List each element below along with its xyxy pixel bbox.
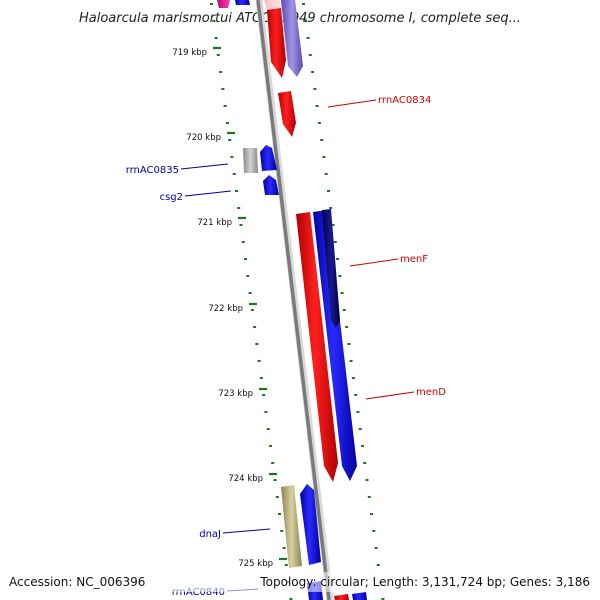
map-title: Haloarcula marismortui ATCC 43049 chromo… <box>79 11 521 26</box>
forward-strand-features <box>264 0 367 600</box>
gene-arrow[interactable] <box>334 594 349 600</box>
gene-label-dnaJ[interactable]: dnaJ <box>199 529 221 540</box>
gene-arrow[interactable] <box>322 209 340 328</box>
gene-label-menF[interactable]: menF <box>400 254 428 265</box>
ruler-tick-marks <box>210 3 385 600</box>
leader-line <box>222 528 271 534</box>
gene-arrow[interactable] <box>313 210 357 481</box>
gene-arrow[interactable] <box>217 0 230 8</box>
gene-label-rrnAC0840[interactable]: rrnAC0840 <box>172 587 225 598</box>
leader-line <box>180 163 229 170</box>
gene-arrow[interactable] <box>300 484 321 565</box>
ruler: 719 kbp 720 kbp 721 kbp 722 kbp 723 kbp … <box>172 46 287 569</box>
ruler-tick-label: 722 kbp <box>208 304 243 314</box>
gene-arrow[interactable] <box>263 175 279 195</box>
ruler-tick-label: 719 kbp <box>172 48 207 58</box>
gene-arrow[interactable] <box>296 212 338 482</box>
gene-arrow[interactable] <box>281 0 303 77</box>
leader-line <box>327 99 377 108</box>
leader-line <box>365 391 415 400</box>
gene-label-rrnAC0834[interactable]: rrnAC0834 <box>378 95 431 106</box>
gene-label-rrnAC0835[interactable]: rrnAC0835 <box>126 165 179 176</box>
accession-text: Accession: NC_006396 <box>9 575 145 589</box>
gene-label-csg2[interactable]: csg2 <box>160 192 183 203</box>
gene-labels: rrnAC0834 rrnAC0835 csg2 menF menD dnaJ … <box>126 95 447 598</box>
gene-label-menD[interactable]: menD <box>416 387 446 398</box>
leader-line <box>349 258 399 267</box>
ruler-tick-label: 723 kbp <box>218 389 253 399</box>
gene-arrow[interactable] <box>278 91 296 137</box>
chromosome-backbone <box>256 0 331 600</box>
ruler-tick-label: 721 kbp <box>197 218 232 228</box>
ruler-tick-label: 725 kbp <box>238 559 273 569</box>
gene-arrow[interactable] <box>243 148 258 173</box>
gene-arrow[interactable] <box>281 485 302 568</box>
gene-arrow[interactable] <box>260 145 277 171</box>
ruler-tick-label: 720 kbp <box>186 133 221 143</box>
gene-arrow[interactable] <box>352 592 367 600</box>
gene-arrow[interactable] <box>235 0 250 5</box>
topology-summary-text: Topology: circular; Length: 3,131,724 bp… <box>259 575 590 589</box>
footer-backdrop <box>0 572 600 592</box>
gene-arrow[interactable] <box>267 8 286 78</box>
gene-arrow[interactable] <box>264 0 283 10</box>
leader-line <box>184 190 232 197</box>
ruler-tick-label: 724 kbp <box>228 474 263 484</box>
